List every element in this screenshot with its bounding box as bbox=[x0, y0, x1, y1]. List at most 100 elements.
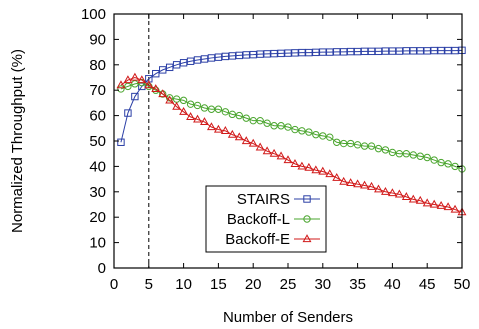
data-point-stairs bbox=[214, 53, 223, 61]
data-point-backoff-e bbox=[227, 129, 237, 138]
data-point-backoff-l bbox=[437, 158, 445, 167]
data-point-backoff-e bbox=[269, 148, 279, 157]
data-point-backoff-l bbox=[416, 152, 424, 160]
data-point-backoff-l bbox=[249, 116, 257, 125]
x-tick-label: 25 bbox=[280, 276, 297, 293]
data-point-backoff-e bbox=[332, 173, 342, 181]
data-point-stairs bbox=[159, 66, 167, 74]
data-point-backoff-e bbox=[415, 195, 425, 204]
data-point-backoff-e bbox=[401, 192, 411, 200]
data-point-backoff-l bbox=[430, 156, 438, 164]
data-point-backoff-l bbox=[374, 144, 383, 153]
data-point-backoff-e bbox=[436, 200, 446, 209]
data-point-backoff-e bbox=[346, 178, 356, 187]
data-point-stairs bbox=[395, 47, 404, 55]
x-tick-label: 40 bbox=[384, 276, 401, 293]
legend-marker-backoff-l bbox=[303, 215, 311, 223]
data-point-backoff-l bbox=[200, 104, 209, 112]
x-tick-label: 0 bbox=[110, 276, 118, 293]
data-point-backoff-e bbox=[304, 162, 314, 171]
data-point-backoff-e bbox=[408, 194, 418, 203]
data-point-backoff-l bbox=[256, 116, 264, 125]
data-point-stairs bbox=[235, 51, 243, 60]
data-point-backoff-e bbox=[353, 179, 363, 188]
data-point-backoff-e bbox=[276, 151, 286, 160]
data-point-backoff-l bbox=[402, 150, 411, 158]
data-point-backoff-e bbox=[374, 184, 383, 193]
data-point-backoff-e bbox=[234, 132, 244, 141]
series-backoff-l bbox=[117, 78, 466, 173]
data-point-backoff-e bbox=[311, 165, 321, 174]
data-point-backoff-e bbox=[137, 75, 147, 84]
data-point-stairs bbox=[207, 54, 216, 62]
data-point-backoff-e bbox=[158, 89, 168, 98]
x-axis-title: Number of Senders bbox=[223, 309, 353, 326]
data-point-backoff-l bbox=[298, 127, 306, 135]
data-point-stairs bbox=[124, 109, 132, 117]
data-point-stairs bbox=[152, 69, 160, 78]
data-point-backoff-e bbox=[116, 80, 126, 89]
data-point-stairs bbox=[353, 47, 362, 56]
data-point-backoff-l bbox=[319, 132, 327, 140]
legend-marker-stairs bbox=[303, 195, 311, 203]
data-point-stairs bbox=[451, 46, 459, 55]
data-point-backoff-e bbox=[248, 138, 258, 147]
data-point-backoff-e bbox=[220, 126, 230, 134]
x-tick-label: 10 bbox=[175, 276, 192, 293]
data-point-backoff-l bbox=[360, 142, 369, 150]
x-tick-label: 50 bbox=[454, 276, 471, 293]
data-point-stairs bbox=[270, 49, 278, 58]
data-point-backoff-e bbox=[422, 198, 432, 207]
data-point-backoff-l bbox=[409, 151, 417, 159]
data-point-stairs bbox=[416, 47, 424, 55]
data-point-stairs bbox=[284, 49, 292, 57]
data-point-stairs bbox=[172, 61, 181, 69]
data-point-stairs bbox=[333, 48, 341, 56]
data-point-stairs bbox=[200, 55, 209, 63]
y-tick-label: 80 bbox=[89, 57, 106, 74]
data-point-backoff-l bbox=[367, 142, 376, 150]
y-tick-label: 50 bbox=[89, 133, 106, 150]
data-point-backoff-e bbox=[241, 136, 251, 145]
data-point-backoff-l bbox=[395, 150, 404, 158]
data-point-backoff-l bbox=[186, 100, 195, 108]
data-point-stairs bbox=[117, 138, 125, 146]
data-point-backoff-l bbox=[207, 105, 216, 113]
data-point-backoff-e bbox=[151, 84, 161, 93]
x-tick-label: 30 bbox=[314, 276, 331, 293]
data-point-backoff-l bbox=[117, 85, 125, 93]
data-point-backoff-l bbox=[333, 138, 341, 146]
data-point-backoff-l bbox=[312, 130, 320, 139]
data-point-stairs bbox=[430, 46, 438, 55]
data-point-backoff-e bbox=[206, 122, 216, 131]
legend-label-backoff-l: Backoff-L bbox=[227, 211, 290, 228]
data-point-backoff-e bbox=[325, 169, 335, 178]
x-tick-label: 20 bbox=[245, 276, 262, 293]
data-point-stairs bbox=[319, 48, 327, 56]
data-point-backoff-l bbox=[291, 125, 299, 134]
data-point-backoff-l bbox=[277, 122, 285, 130]
data-point-stairs bbox=[409, 47, 417, 55]
data-point-stairs bbox=[221, 52, 230, 61]
data-point-stairs bbox=[367, 47, 376, 56]
data-point-stairs bbox=[312, 48, 320, 57]
data-point-backoff-e bbox=[144, 80, 154, 89]
data-point-backoff-e bbox=[165, 95, 175, 104]
data-point-backoff-l bbox=[388, 148, 397, 157]
data-point-backoff-e bbox=[172, 101, 182, 110]
y-tick-label: 30 bbox=[89, 184, 106, 201]
data-point-backoff-l bbox=[270, 122, 278, 130]
data-point-backoff-l bbox=[423, 153, 431, 162]
data-point-backoff-e bbox=[297, 161, 307, 170]
data-point-backoff-l bbox=[214, 105, 223, 113]
data-point-backoff-l bbox=[263, 119, 271, 127]
data-point-backoff-e bbox=[179, 106, 189, 115]
data-point-backoff-e bbox=[290, 159, 300, 167]
data-point-stairs bbox=[186, 57, 195, 65]
data-point-stairs bbox=[444, 46, 452, 55]
data-point-backoff-e bbox=[380, 186, 390, 195]
data-point-backoff-e bbox=[367, 181, 376, 190]
x-tick-label: 35 bbox=[349, 276, 366, 293]
data-point-stairs bbox=[423, 47, 431, 55]
